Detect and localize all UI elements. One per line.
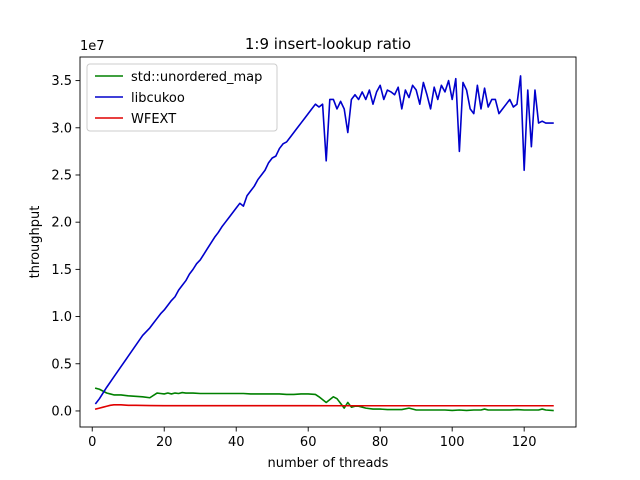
legend-box: [86, 63, 278, 132]
x-axis-label: number of threads: [268, 456, 389, 471]
x-tick-label-6: 120: [512, 435, 537, 450]
series-line-2: [94, 404, 554, 411]
legend-label-0: std::unordered_map: [131, 70, 262, 85]
series-line-1: [94, 75, 554, 405]
x-tick-label-0: 0: [88, 435, 96, 450]
y-tick-label-6: 3.0: [51, 121, 72, 136]
y-tick-label-1: 0.5: [51, 357, 72, 372]
legend-label-2: WFEXT: [131, 112, 176, 127]
y-tick-label-2: 1.0: [51, 310, 72, 325]
x-tick-label-1: 20: [156, 435, 173, 450]
y-offset-label: 1e7: [80, 39, 105, 54]
y-axis-label: throughput: [28, 206, 43, 279]
legend-label-1: libcukoo: [131, 91, 185, 106]
plot-area: 0 20 40 60 80 100 120 0.0 0.5 1.0 1.5 2.0 2.5 3.0 3.5 s…: [51, 56, 577, 450]
x-tick-label-3: 60: [300, 435, 317, 450]
series-line-0: [94, 387, 554, 412]
plot-frame: [79, 56, 577, 428]
y-tick-label-5: 2.5: [51, 168, 72, 183]
y-tick-label-0: 0.0: [51, 404, 72, 419]
y-tick-label-7: 3.5: [51, 74, 72, 89]
x-tick-label-5: 100: [440, 435, 465, 450]
y-tick-label-3: 1.5: [51, 263, 72, 278]
y-tick-label-4: 2.0: [51, 216, 72, 231]
x-tick-label-2: 40: [228, 435, 245, 450]
x-tick-label-4: 80: [372, 435, 389, 450]
series-group: [94, 75, 554, 412]
chart-title: 1:9 insert-lookup ratio: [245, 35, 411, 53]
